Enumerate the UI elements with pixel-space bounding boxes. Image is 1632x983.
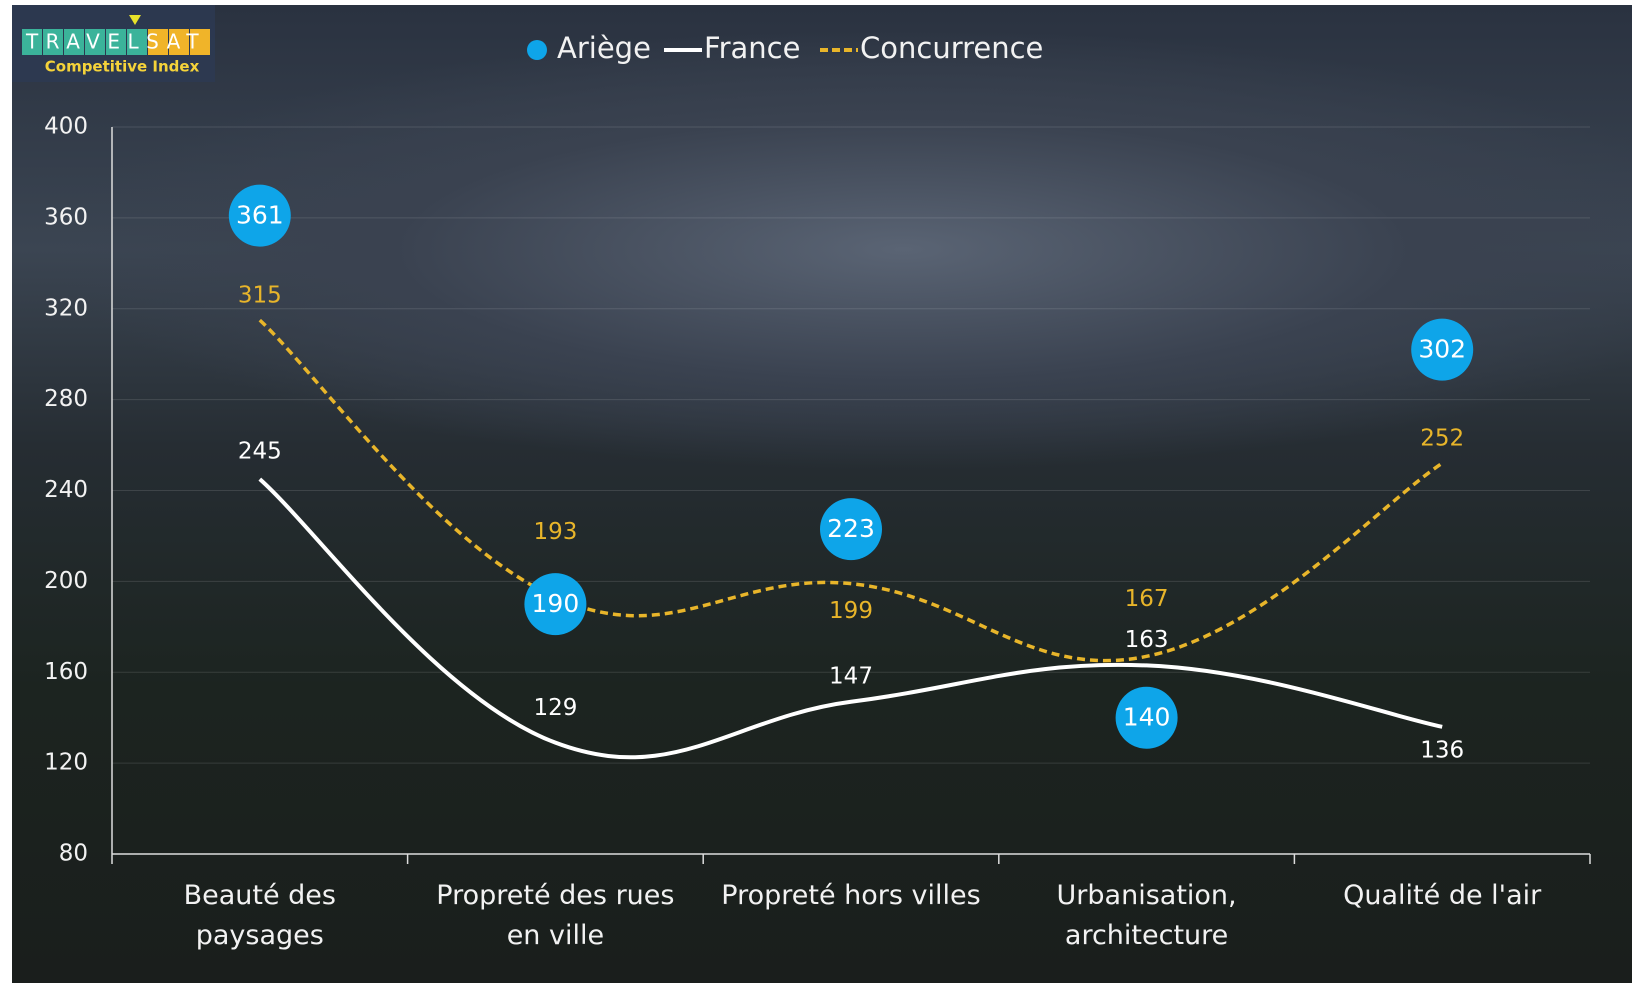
data-label: 245 (238, 439, 282, 465)
data-label: 167 (1125, 586, 1169, 612)
data-label: 147 (829, 663, 873, 689)
y-tick-label: 80 (59, 841, 88, 867)
data-label: 190 (532, 589, 580, 618)
legend-marker (527, 40, 547, 60)
logo-brand: TRAVELSAT (25, 30, 206, 54)
data-label: 302 (1418, 335, 1466, 364)
legend-label: France (704, 31, 800, 65)
data-label: 136 (1420, 737, 1464, 763)
x-tick-label: Urbanisation, architecture (1007, 876, 1287, 956)
x-tick-label: Qualité de l'air (1302, 876, 1582, 916)
x-tick-label: Propreté hors villes (711, 876, 991, 916)
legend-label: Concurrence (860, 31, 1043, 65)
logo-tagline: Competitive Index (45, 58, 200, 76)
data-label: 315 (238, 283, 282, 309)
chart-area: TRAVELSAT Competitive Index 80 120 160 200 2… (12, 5, 1632, 983)
legend-label: Ariège (557, 31, 651, 65)
data-label: 361 (236, 201, 284, 230)
data-label: 199 (829, 598, 873, 624)
y-tick-label: 160 (44, 659, 88, 685)
y-tick-label: 320 (44, 295, 88, 321)
data-label: 163 (1125, 627, 1169, 653)
x-tick-label: Propreté des rues en ville (415, 876, 695, 956)
y-tick-label: 360 (44, 204, 88, 230)
x-tick-label: Beauté des paysages (120, 876, 400, 956)
y-tick-label: 200 (44, 568, 88, 594)
y-tick-label: 400 (44, 114, 88, 140)
chart: TRAVELSAT Competitive Index 80 120 160 200 2… (12, 5, 1632, 983)
y-tick-label: 120 (44, 750, 88, 776)
data-label: 129 (533, 695, 577, 721)
data-label: 193 (533, 519, 577, 545)
y-tick-label: 280 (44, 386, 88, 412)
y-tick-label: 240 (44, 477, 88, 503)
data-label: 140 (1123, 703, 1171, 732)
data-label: 223 (827, 514, 875, 543)
data-label: 252 (1420, 426, 1464, 452)
